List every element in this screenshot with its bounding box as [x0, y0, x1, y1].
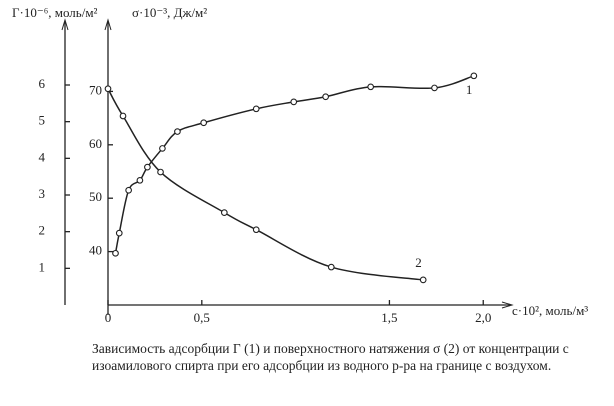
y2-tick-label: 40: [89, 243, 102, 258]
point: [174, 128, 181, 135]
point: [115, 229, 123, 237]
point: [290, 98, 298, 106]
x-arrow: [501, 301, 514, 309]
point: [119, 112, 127, 120]
point: [157, 168, 164, 176]
x-tick-label: 0,5: [194, 310, 210, 325]
point: [144, 163, 151, 171]
point: [431, 84, 438, 92]
point: [200, 119, 208, 127]
point: [367, 83, 375, 91]
y-tick-label: 4: [39, 149, 46, 164]
point: [104, 85, 112, 93]
point: [125, 186, 132, 194]
curve: [107, 88, 424, 281]
y-axis-title: Г·10⁻⁶, моль/м²: [12, 5, 98, 20]
y2-tick-label: 60: [89, 136, 102, 151]
x-tick-label: 2,0: [475, 310, 491, 325]
y-tick-label: 5: [39, 113, 46, 128]
y2-arrow: [104, 18, 112, 31]
y2-tick-label: 50: [89, 189, 102, 204]
point: [112, 249, 119, 257]
y-tick-label: 1: [39, 259, 46, 274]
x-tick-label: 0: [105, 310, 112, 325]
point: [470, 72, 478, 80]
point: [252, 105, 260, 113]
curve-label: 2: [415, 255, 422, 270]
point: [136, 176, 144, 184]
point: [159, 145, 166, 152]
y-arrow: [61, 18, 69, 31]
y-tick-label: 3: [39, 186, 46, 201]
point: [252, 226, 260, 234]
caption: Зависимость адсорбции Г (1) и поверхност…: [92, 341, 569, 373]
y-tick-label: 6: [39, 76, 46, 91]
chart: Г·10⁻⁶, моль/м² σ·10⁻³, Дж/м² c·10², мол…: [12, 5, 588, 325]
x-tick-label: 1,5: [381, 310, 397, 325]
curve-label: 1: [466, 82, 473, 97]
y-tick-label: 2: [39, 223, 46, 238]
point: [322, 93, 329, 101]
point: [220, 209, 228, 216]
x-axis-title: c·10², моль/м³: [512, 303, 588, 318]
y2-axis-title: σ·10⁻³, Дж/м²: [132, 5, 207, 20]
point: [327, 263, 335, 271]
point: [419, 276, 427, 284]
y2-tick-label: 70: [89, 82, 102, 97]
